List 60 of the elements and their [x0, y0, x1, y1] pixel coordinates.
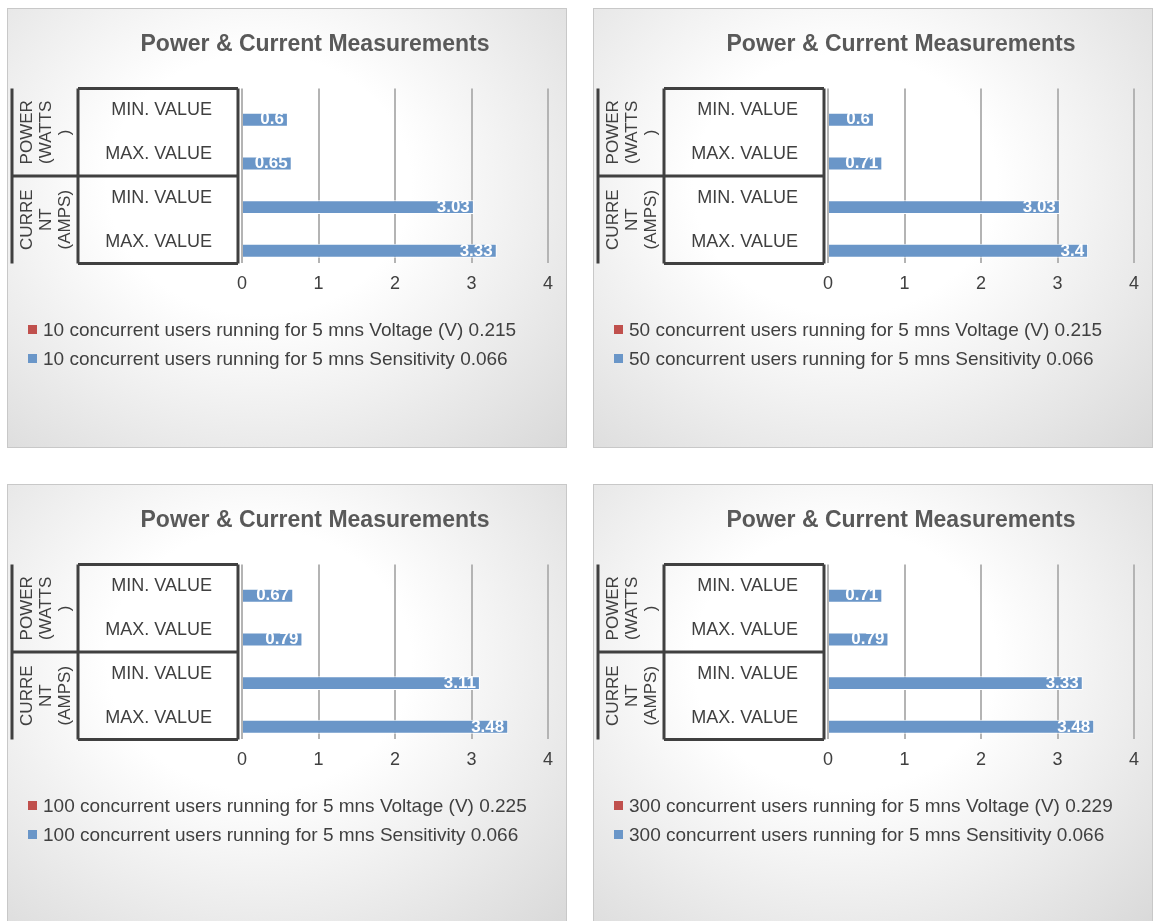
x-tick-label: 1	[899, 749, 910, 770]
text: POWER (WATTS )	[602, 100, 660, 165]
text: CURRE NT (AMPS)	[16, 189, 74, 250]
data-label: 3.4	[1060, 240, 1085, 260]
y-tick-label: MIN. VALUE	[111, 662, 212, 683]
x-tick-label: 0	[822, 749, 834, 770]
text: POWER (WATTS )	[16, 576, 74, 641]
chart-title: Power & Current Measurements	[140, 30, 490, 57]
x-tick-label: 3	[1052, 749, 1063, 770]
chart-title: Power & Current Measurements	[140, 506, 490, 533]
text: CURRE NT (AMPS)	[602, 189, 660, 250]
data-label: 3.48	[471, 716, 505, 736]
legend-label: 300 concurrent users running for 5 mns Sensitivity 0.066	[629, 823, 1105, 847]
y-tick-label: MIN. VALUE	[697, 186, 798, 207]
x-tick-label: 2	[975, 749, 987, 770]
x-tick-label: 2	[389, 749, 401, 770]
x-tick-label: 4	[542, 273, 554, 294]
chart-title: Power & Current Measurements	[726, 30, 1076, 57]
x-tick-label: 3	[466, 749, 477, 770]
text: CURRE NT (AMPS)	[602, 665, 660, 726]
x-tick-label: 2	[975, 273, 987, 294]
x-tick-label: 0	[236, 273, 248, 294]
legend-label: 100 concurrent users running for 5 mns Sensitivity 0.066	[43, 823, 519, 847]
x-tick-label: 4	[1128, 273, 1140, 294]
x-tick-label: 1	[313, 749, 324, 770]
text: POWER (WATTS )	[602, 576, 660, 641]
y-tick-label: MIN. VALUE	[111, 186, 212, 207]
x-tick-label: 3	[466, 273, 477, 294]
x-tick-label: 2	[389, 273, 401, 294]
y-tick-label: MIN. VALUE	[111, 575, 212, 596]
legend-label: 300 concurrent users running for 5 mns Voltage (V) 0.229	[629, 794, 1113, 818]
y-tick-label: MAX. VALUE	[105, 706, 212, 727]
x-tick-label: 4	[542, 749, 554, 770]
x-tick-label: 1	[313, 273, 324, 294]
chart-title: Power & Current Measurements	[726, 506, 1076, 533]
y-tick-label: MIN. VALUE	[111, 99, 212, 120]
y-tick-label: MAX. VALUE	[691, 230, 798, 251]
data-label: 3.33	[459, 240, 493, 260]
text: POWER (WATTS )	[16, 100, 74, 165]
y-tick-label: MIN. VALUE	[697, 662, 798, 683]
y-tick-label: MAX. VALUE	[691, 143, 798, 164]
legend-label: 50 concurrent users running for 5 mns Sensitivity 0.066	[629, 347, 1094, 371]
legend-label: 10 concurrent users running for 5 mns Sensitivity 0.066	[43, 347, 508, 371]
text: CURRE NT (AMPS)	[16, 665, 74, 726]
x-tick-label: 1	[899, 273, 910, 294]
legend-label: 50 concurrent users running for 5 mns Voltage (V) 0.215	[629, 318, 1103, 342]
x-tick-label: 4	[1128, 749, 1140, 770]
y-tick-label: MIN. VALUE	[697, 99, 798, 120]
y-tick-label: MAX. VALUE	[105, 619, 212, 640]
y-tick-label: MAX. VALUE	[691, 619, 798, 640]
data-label: 3.48	[1057, 716, 1091, 736]
y-tick-label: MAX. VALUE	[105, 143, 212, 164]
x-tick-label: 3	[1052, 273, 1063, 294]
y-tick-label: MAX. VALUE	[105, 230, 212, 251]
y-tick-label: MIN. VALUE	[697, 575, 798, 596]
legend-label: 10 concurrent users running for 5 mns Voltage (V) 0.215	[43, 318, 517, 342]
y-tick-label: MAX. VALUE	[691, 706, 798, 727]
x-tick-label: 0	[822, 273, 834, 294]
legend-label: 100 concurrent users running for 5 mns Voltage (V) 0.225	[43, 794, 527, 818]
x-tick-label: 0	[236, 749, 248, 770]
